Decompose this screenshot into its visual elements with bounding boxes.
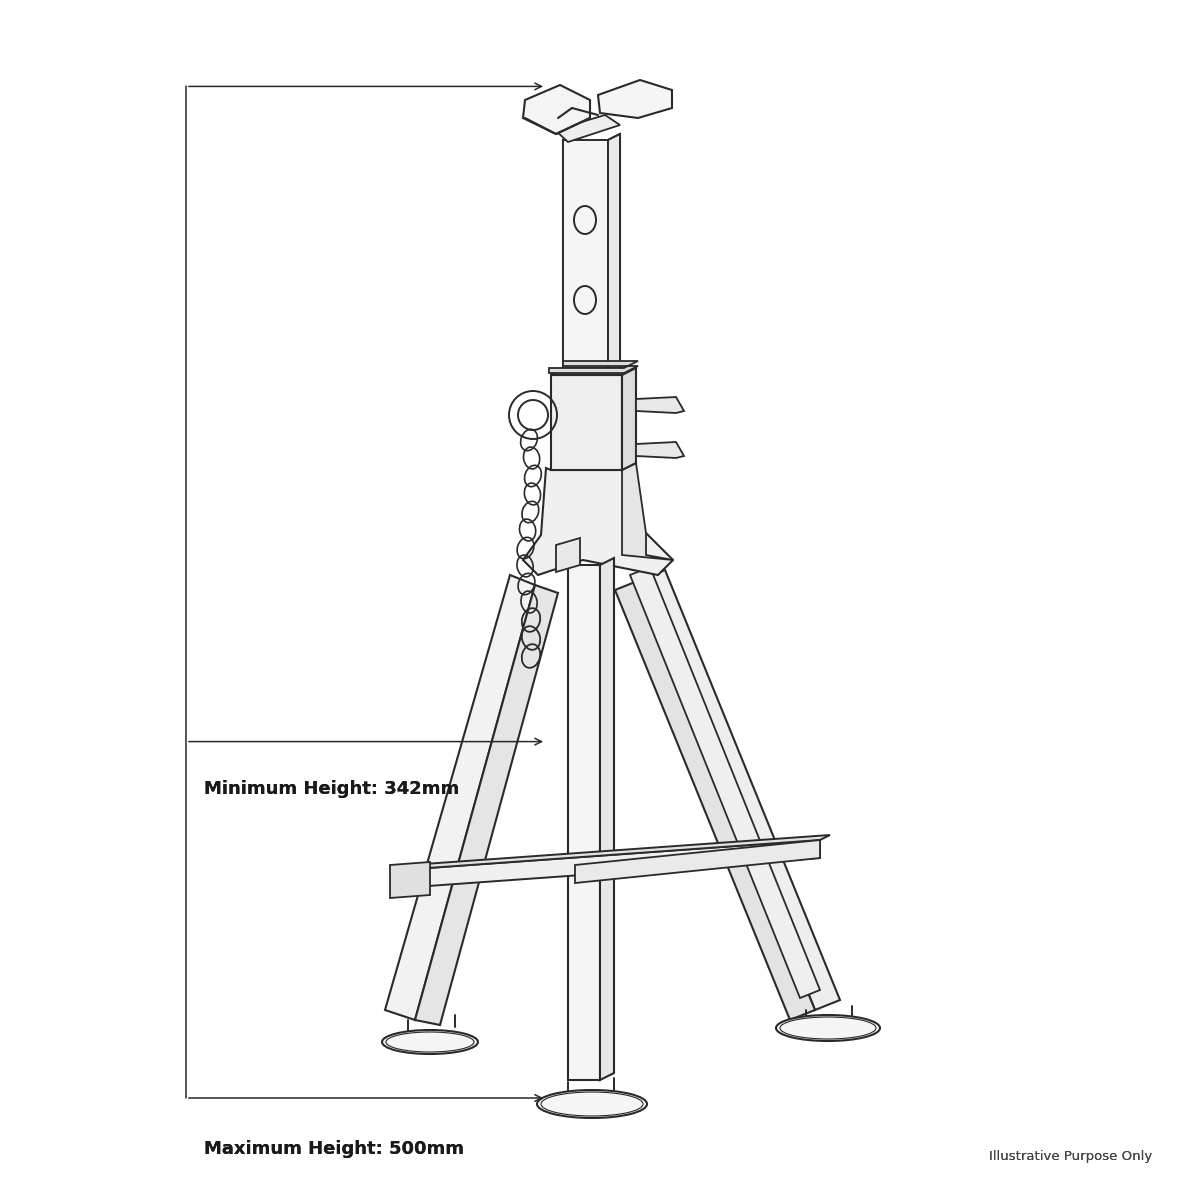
Text: Minimum Height: 342mm: Minimum Height: 342mm <box>204 780 460 798</box>
Ellipse shape <box>538 1090 647 1118</box>
Text: Minimum Height: 342mm: Minimum Height: 342mm <box>204 780 460 798</box>
Polygon shape <box>554 115 620 142</box>
Polygon shape <box>640 570 840 1010</box>
Polygon shape <box>551 374 622 470</box>
Polygon shape <box>390 862 430 898</box>
Polygon shape <box>551 368 636 374</box>
Polygon shape <box>575 840 820 883</box>
Polygon shape <box>608 134 620 380</box>
Polygon shape <box>622 463 673 560</box>
Ellipse shape <box>776 1015 880 1040</box>
Polygon shape <box>556 538 580 572</box>
Polygon shape <box>563 140 571 384</box>
Polygon shape <box>550 361 638 373</box>
Text: Maximum Height: 500mm: Maximum Height: 500mm <box>204 1140 464 1158</box>
Polygon shape <box>616 580 815 1020</box>
Polygon shape <box>523 463 673 575</box>
Polygon shape <box>622 368 636 470</box>
Polygon shape <box>400 840 820 888</box>
Text: Maximum Height: 500mm: Maximum Height: 500mm <box>204 1140 464 1158</box>
Polygon shape <box>568 565 600 1080</box>
Polygon shape <box>600 558 614 1080</box>
Polygon shape <box>636 442 684 458</box>
Polygon shape <box>630 566 820 998</box>
Text: Illustrative Purpose Only: Illustrative Purpose Only <box>989 1150 1152 1163</box>
Polygon shape <box>400 835 830 870</box>
Ellipse shape <box>382 1030 478 1054</box>
Polygon shape <box>563 140 608 380</box>
Polygon shape <box>598 80 672 118</box>
Polygon shape <box>636 397 684 413</box>
Text: Illustrative Purpose Only: Illustrative Purpose Only <box>989 1150 1152 1163</box>
Polygon shape <box>415 584 558 1025</box>
Polygon shape <box>523 85 590 134</box>
Polygon shape <box>385 575 535 1020</box>
